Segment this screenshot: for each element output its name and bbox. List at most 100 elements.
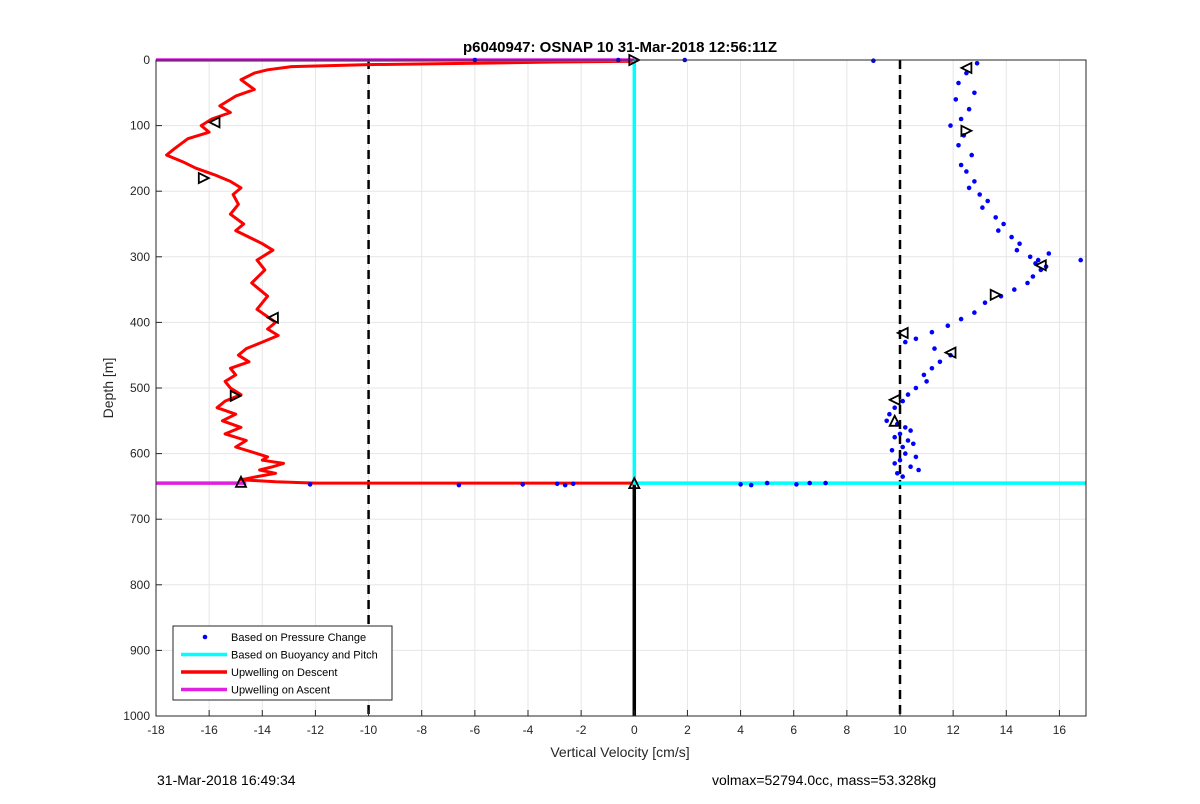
turn-marker	[943, 346, 957, 360]
pressure-point	[972, 310, 977, 315]
pressure-point	[1017, 241, 1022, 246]
pressure-point	[964, 169, 969, 174]
pressure-point	[924, 379, 929, 384]
x-tick-label: -18	[147, 723, 165, 737]
x-tick-label: 10	[893, 723, 907, 737]
turn-marker	[229, 389, 243, 403]
x-tick-label: 6	[790, 723, 797, 737]
pressure-point	[892, 434, 897, 440]
series-layer	[156, 57, 1086, 488]
pressure-point	[982, 300, 988, 306]
pressure-point	[892, 461, 897, 466]
x-tick-label: -16	[200, 723, 218, 737]
pressure-point	[905, 392, 911, 397]
x-axis-label: Vertical Velocity [cm/s]	[550, 744, 689, 760]
tick-labels: -18 -16 -14 -12 -10 -8 -6 -4 -2 0 2 4 6 8 10 12 14 16 0 100…	[123, 53, 1066, 737]
pressure-point	[977, 192, 982, 197]
pressure-point	[1012, 287, 1017, 292]
pressure-point	[911, 441, 916, 447]
pressure-point	[1046, 251, 1052, 256]
x-tick-label: -14	[254, 723, 272, 737]
turn-marker	[197, 171, 211, 185]
pressure-point	[1014, 247, 1020, 253]
turn-marker	[1033, 258, 1047, 272]
y-tick-label: 300	[130, 250, 150, 264]
x-tick-label: -4	[523, 723, 534, 737]
legend-swatch-dot	[202, 634, 208, 640]
pressure-point	[807, 480, 812, 486]
pressure-point	[887, 411, 892, 417]
pressure-point	[937, 359, 943, 365]
legend-label: Based on Pressure Change	[231, 632, 366, 644]
pressure-point	[554, 481, 560, 487]
pressure-point	[903, 425, 908, 430]
y-tick-label: 100	[130, 119, 150, 133]
pressure-point	[895, 471, 900, 476]
y-tick-label: 400	[130, 315, 150, 329]
pressure-point	[748, 482, 754, 488]
pressure-point	[958, 162, 964, 168]
turn-marker	[959, 61, 973, 75]
pressure-point	[823, 480, 828, 486]
y-tick-label: 900	[130, 643, 150, 657]
y-tick-label: 800	[130, 578, 150, 592]
x-tick-label: 2	[684, 723, 691, 737]
turn-marker	[989, 288, 1003, 302]
pressure-point	[562, 482, 568, 488]
pressure-point	[913, 336, 919, 342]
pressure-point	[900, 398, 905, 404]
pressure-point	[948, 123, 953, 128]
x-tick-label: -12	[307, 723, 325, 737]
grid	[155, 59, 1086, 717]
reference-lines	[367, 60, 902, 716]
pressure-point	[1078, 257, 1083, 263]
turn-marker	[234, 474, 248, 488]
pressure-point	[884, 418, 889, 424]
pressure-point	[1025, 280, 1030, 286]
turn-marker	[627, 476, 641, 490]
legend-label: Upwelling on Descent	[231, 667, 337, 679]
pressure-point	[897, 431, 903, 437]
turn-marker	[265, 311, 279, 325]
pressure-point	[985, 198, 990, 204]
pressure-point	[929, 366, 935, 371]
legend-box	[172, 625, 393, 701]
y-axis-label: Depth [m]	[100, 358, 116, 419]
turn-marker	[960, 124, 974, 138]
x-tick-label: -8	[416, 723, 427, 737]
y-tick-label: 600	[130, 447, 150, 461]
x-tick-label: 16	[1053, 723, 1067, 737]
x-tick-label: -2	[576, 723, 587, 737]
pressure-point	[903, 339, 908, 345]
legend-label: Based on Buoyancy and Pitch	[231, 650, 378, 662]
x-tick-label: 14	[1000, 723, 1014, 737]
pressure-point	[1027, 254, 1033, 260]
pressure-point	[958, 116, 964, 122]
pressure-point	[738, 482, 743, 487]
pressure-point	[570, 481, 576, 487]
pressure-point	[794, 482, 799, 487]
pressure-point	[972, 90, 977, 96]
pressure-point	[897, 457, 903, 463]
pressure-point	[972, 179, 977, 184]
pressure-point	[900, 444, 905, 450]
x-tick-label: 0	[631, 723, 638, 737]
turn-marker	[888, 413, 902, 427]
turn-marker	[207, 115, 221, 129]
x-tick-label: -10	[360, 723, 378, 737]
y-tick-label: 500	[130, 381, 150, 395]
pressure-point	[956, 143, 961, 148]
pressure-point	[956, 80, 961, 86]
pressure-point	[916, 467, 921, 473]
pressure-point	[871, 58, 876, 63]
turn-marker	[895, 326, 909, 340]
pressure-point	[1035, 257, 1041, 263]
pressure-point	[958, 316, 964, 322]
pressure-point	[929, 329, 935, 335]
chart-title: p6040947: OSNAP 10 31-Mar-2018 12:56:11Z	[463, 39, 777, 56]
x-tick-label: 12	[946, 723, 960, 737]
footer-timestamp: 31-Mar-2018 16:49:34	[157, 772, 296, 788]
legend-label: Upwelling on Ascent	[231, 685, 330, 697]
pressure-point	[953, 97, 959, 102]
